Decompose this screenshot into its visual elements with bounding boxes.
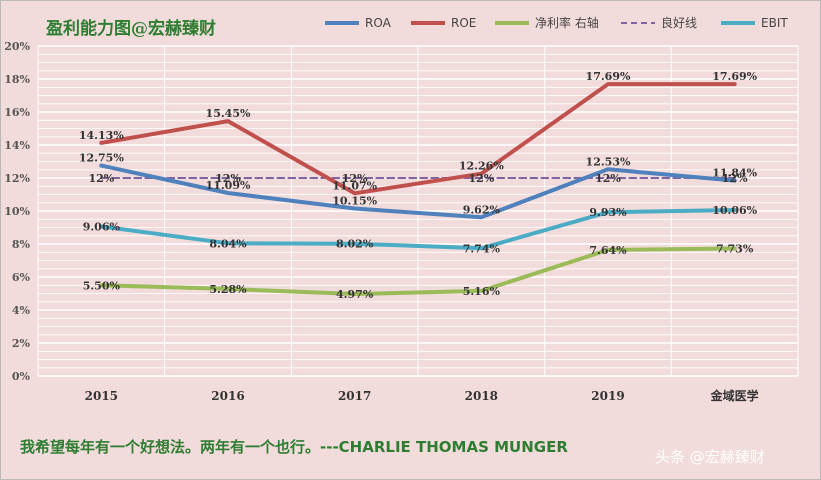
- x-tick-label: 2015: [85, 389, 118, 403]
- series-line: [99, 82, 737, 196]
- data-label: 5.16%: [463, 285, 501, 298]
- data-label: 8.02%: [336, 238, 374, 251]
- data-label: 12%: [342, 172, 368, 185]
- data-label: 5.50%: [83, 279, 121, 292]
- data-label: 11.09%: [206, 179, 251, 192]
- legend-label-roe: ROE: [451, 16, 477, 30]
- data-label: 11.84%: [712, 167, 757, 180]
- data-label: 12.75%: [79, 152, 124, 165]
- data-label: 17.69%: [712, 70, 757, 83]
- legend-label-net-margin: 净利率 右轴: [535, 16, 599, 30]
- data-label: 7.64%: [589, 244, 627, 257]
- data-label: 7.74%: [463, 242, 501, 255]
- y-tick-label: 18%: [4, 73, 30, 86]
- data-label: 17.69%: [586, 70, 631, 83]
- data-label: 9.93%: [589, 206, 627, 219]
- data-label: 15.45%: [206, 107, 251, 120]
- footer-quote: 我希望每年有一个好想法。两年有一个也行。---CHARLIE THOMAS MU…: [20, 438, 568, 456]
- x-tick-label: 2018: [465, 389, 498, 403]
- data-label: 11.07%: [332, 179, 377, 192]
- data-label: 12%: [88, 172, 114, 185]
- data-label: 12%: [215, 172, 241, 185]
- data-label: 12%: [595, 172, 621, 185]
- y-tick-label: 2%: [12, 337, 31, 350]
- y-tick-label: 0%: [12, 370, 31, 383]
- y-tick-label: 4%: [12, 304, 31, 317]
- data-label: 12%: [468, 172, 494, 185]
- y-tick-label: 14%: [4, 139, 30, 152]
- data-label: 9.62%: [463, 203, 501, 216]
- x-tick-label: 2016: [211, 389, 244, 403]
- y-tick-label: 8%: [12, 238, 31, 251]
- legend-label-ebit: EBIT: [761, 16, 788, 30]
- y-tick-label: 16%: [4, 106, 30, 119]
- data-label: 7.73%: [716, 242, 754, 255]
- y-tick-label: 10%: [4, 205, 30, 218]
- data-label: 14.13%: [79, 129, 124, 142]
- data-label: 9.06%: [83, 221, 121, 234]
- series-line: [99, 208, 737, 251]
- data-label: 12%: [722, 172, 748, 185]
- x-tick-label: 2017: [338, 389, 371, 403]
- x-tick-label: 金域医学: [710, 388, 759, 403]
- series-line: [99, 163, 737, 220]
- data-label: 8.04%: [209, 237, 247, 250]
- data-label: 5.28%: [209, 283, 247, 296]
- chart-title: 盈利能力图@宏赫臻财: [46, 19, 216, 39]
- legend-label-good-line: 良好线: [661, 16, 698, 30]
- y-tick-label: 6%: [12, 271, 31, 284]
- footer-watermark: 头条 @宏赫臻财: [655, 448, 765, 466]
- data-label: 10.15%: [332, 195, 377, 208]
- data-label: 12.26%: [459, 160, 504, 173]
- x-tick-label: 2019: [591, 389, 624, 403]
- legend-label-roa: ROA: [365, 16, 391, 30]
- y-tick-label: 20%: [4, 40, 30, 53]
- data-label: 4.97%: [336, 288, 374, 301]
- data-label: 10.06%: [712, 204, 757, 217]
- data-label: 12.53%: [586, 155, 631, 168]
- series-line: [99, 246, 737, 296]
- y-tick-label: 12%: [4, 172, 30, 185]
